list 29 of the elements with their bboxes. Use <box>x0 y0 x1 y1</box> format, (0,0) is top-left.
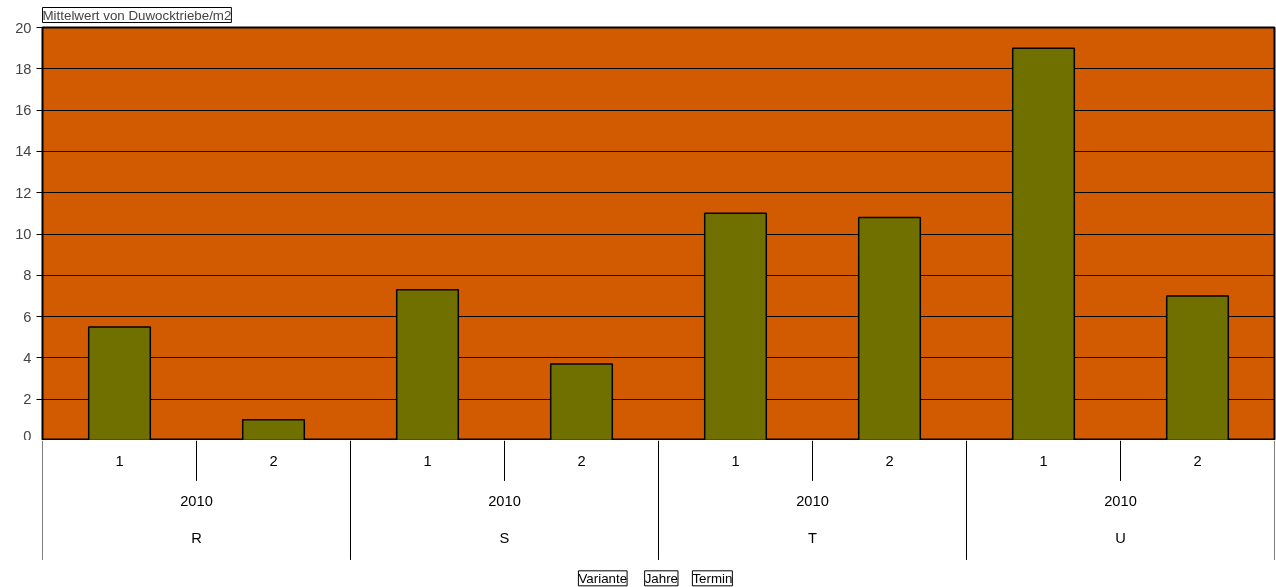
x-tick-label: 1 <box>115 452 124 469</box>
y-tick-label: 8 <box>23 267 32 284</box>
x-tick-label: 1 <box>423 452 432 469</box>
y-tick-label: 14 <box>15 143 32 160</box>
y-tick-label: 12 <box>15 184 32 201</box>
y-tick-label: 4 <box>23 349 32 366</box>
text: 2010 <box>796 493 829 510</box>
text: 2010 <box>1104 493 1137 510</box>
y-tick-label: 16 <box>15 102 32 119</box>
text: 2010 <box>180 493 213 510</box>
text: R <box>191 529 202 546</box>
y-tick-label: 18 <box>15 60 32 77</box>
y-tick-label: 20 <box>15 19 32 36</box>
text: T <box>808 529 818 546</box>
x-tick-label: 2 <box>885 452 894 469</box>
x-tick-label: 2 <box>269 452 278 469</box>
x-tick-label: 2 <box>577 452 586 469</box>
x-tick-label: 2 <box>1193 452 1202 469</box>
y-tick-label: 0 <box>23 427 32 444</box>
text: Jahre <box>644 570 678 586</box>
x-tick-label: 1 <box>731 452 740 469</box>
y-tick-label: 2 <box>23 391 32 408</box>
text: S <box>499 529 510 546</box>
text: U <box>1115 529 1126 546</box>
chart-title: Mittelwert von Duwocktriebe/m2 <box>42 7 232 23</box>
text: 2010 <box>488 493 521 510</box>
y-tick-label: 6 <box>23 308 32 325</box>
x-tick-label: 1 <box>1039 452 1048 469</box>
y-tick-label: 10 <box>15 226 32 242</box>
